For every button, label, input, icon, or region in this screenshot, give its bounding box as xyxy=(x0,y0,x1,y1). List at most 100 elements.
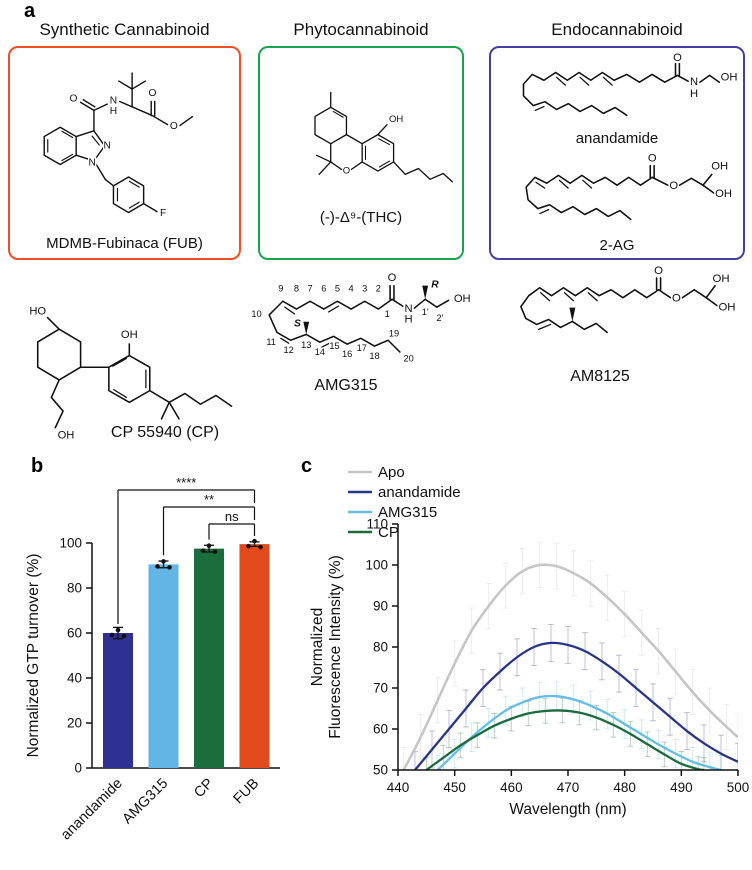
b-data-point xyxy=(252,538,257,544)
c-y-axis-title-line1: Normalized xyxy=(309,608,326,686)
am8125-structure: O O OH OH xyxy=(520,263,737,334)
atom-label: OH xyxy=(715,188,732,200)
c-y-tick-label: 80 xyxy=(373,640,388,655)
panel-a-label: a xyxy=(24,0,36,22)
thc-atom-labels: OH O xyxy=(342,113,405,178)
b-significance-label: ns xyxy=(225,509,239,524)
b-y-tick-label: 80 xyxy=(67,581,82,596)
cp55940-structure: HO OH OH xyxy=(28,304,233,443)
atom-label: 16 xyxy=(342,349,352,359)
c-x-tick-label: 440 xyxy=(387,780,410,795)
atom-label: 2' xyxy=(436,313,443,323)
atom-label: 20 xyxy=(403,354,413,364)
panel-c-label: c xyxy=(301,455,313,477)
b-y-tick-label: 20 xyxy=(67,716,82,731)
b-data-point xyxy=(212,549,218,554)
atom-label: O xyxy=(648,153,657,165)
atom-label: 9 xyxy=(278,284,283,294)
two-ag-atom-labels: O O OH OH xyxy=(646,151,733,201)
b-y-tick-label: 100 xyxy=(59,536,82,551)
b-data-point xyxy=(115,627,121,633)
atom-label: O xyxy=(654,265,663,277)
amg-bonds xyxy=(268,284,450,353)
atom-label: 18 xyxy=(369,351,379,361)
endocannabinoid-box: O N H OH anandamide O O OH OH 2-AG xyxy=(489,46,745,260)
atom-label: O xyxy=(343,166,350,177)
group-title-phyto: Phytocannabinoid xyxy=(293,20,429,39)
atom-label: OH xyxy=(454,293,471,305)
b-category-label: CP xyxy=(191,776,217,802)
atom-label: O xyxy=(673,52,682,64)
fluorescence-line-chart: 440 450 460 470 480 490 500 50 60 70 80 90 100 110 Wav… xyxy=(309,464,749,818)
legend-label-AMG315: AMG315 xyxy=(378,504,437,521)
c-y-axis-title-line2: Fluorescence Intensity (%) xyxy=(327,555,344,739)
b-data-point xyxy=(161,559,166,564)
series-line-Apo xyxy=(402,563,738,770)
cp-atom-labels: HO OH OH xyxy=(28,304,139,443)
series-line-AMG315 xyxy=(436,694,722,770)
fub-bonds xyxy=(43,72,194,214)
atom-label: H xyxy=(110,106,117,117)
legend-label-CP: CP xyxy=(378,524,399,541)
b-category-label: AMG315 xyxy=(120,776,172,828)
bar-AMG315 xyxy=(148,564,179,768)
b-data-point xyxy=(206,543,212,548)
atom-label: 10 xyxy=(251,309,261,319)
legend-label-Apo: Apo xyxy=(378,464,405,481)
compound-label-amg315: AMG315 xyxy=(314,377,378,394)
atom-label: 5 xyxy=(335,284,340,294)
atom-label: O xyxy=(70,93,78,104)
c-y-tick-label: 100 xyxy=(365,558,388,573)
atom-label: 15 xyxy=(329,341,339,351)
am-bonds xyxy=(520,277,718,334)
thc-structure: OH O xyxy=(314,91,454,183)
anandamide-bonds xyxy=(522,62,721,117)
group-title-endo: Endocannabinoid xyxy=(551,20,683,39)
b-significance-label: **** xyxy=(176,475,196,490)
atom-label: OH xyxy=(713,273,730,285)
c-y-tick-label: 110 xyxy=(366,517,388,532)
compound-label-2ag: 2-AG xyxy=(599,237,635,254)
c-plot-area xyxy=(400,541,738,770)
atom-label: O xyxy=(388,272,397,284)
b-data-point xyxy=(109,632,115,638)
c-x-tick-label: 450 xyxy=(443,780,466,795)
atom-label: OH xyxy=(718,302,735,314)
b-data-point xyxy=(258,544,263,550)
bar-FUB xyxy=(239,544,270,768)
c-x-axis-title: Wavelength (nm) xyxy=(509,801,626,818)
atom-label: 4 xyxy=(348,284,353,294)
gtp-turnover-bar-chart: 0 20 40 60 80 100 Normalized GTP turnover (%) a… xyxy=(25,475,280,843)
atom-label: 1 xyxy=(385,309,390,319)
compound-label-fub: MDMB-Fubinaca (FUB) xyxy=(46,235,203,252)
legend-label-anandamide: anandamide xyxy=(378,484,461,501)
c-x-tick-label: 460 xyxy=(500,780,523,795)
atom-label: 13 xyxy=(301,340,311,350)
b-data-point xyxy=(121,633,127,639)
two-ag-bonds xyxy=(525,164,715,221)
b-data-point xyxy=(155,564,160,569)
atom-label: OH xyxy=(121,329,138,341)
cp-bonds xyxy=(36,316,233,429)
atom-label: 1' xyxy=(422,307,429,317)
compound-label-am8125: AM8125 xyxy=(570,368,630,385)
atom-label: 11 xyxy=(266,337,276,347)
atom-label: N xyxy=(110,95,117,106)
atom-label: O xyxy=(170,121,178,132)
atom-label: OH xyxy=(58,429,75,441)
b-data-point xyxy=(167,565,172,570)
b-significance-label: ** xyxy=(204,492,214,507)
atom-label: 17 xyxy=(357,343,367,353)
bar-anandamide xyxy=(103,633,133,768)
atom-label: H xyxy=(405,314,413,326)
atom-label: OH xyxy=(721,71,738,83)
atom-label: HO xyxy=(29,306,46,318)
c-y-tick-label: 70 xyxy=(373,681,388,696)
atom-label: OH xyxy=(711,161,728,173)
b-category-label: FUB xyxy=(231,776,263,808)
compound-label-anandamide: anandamide xyxy=(575,130,659,147)
